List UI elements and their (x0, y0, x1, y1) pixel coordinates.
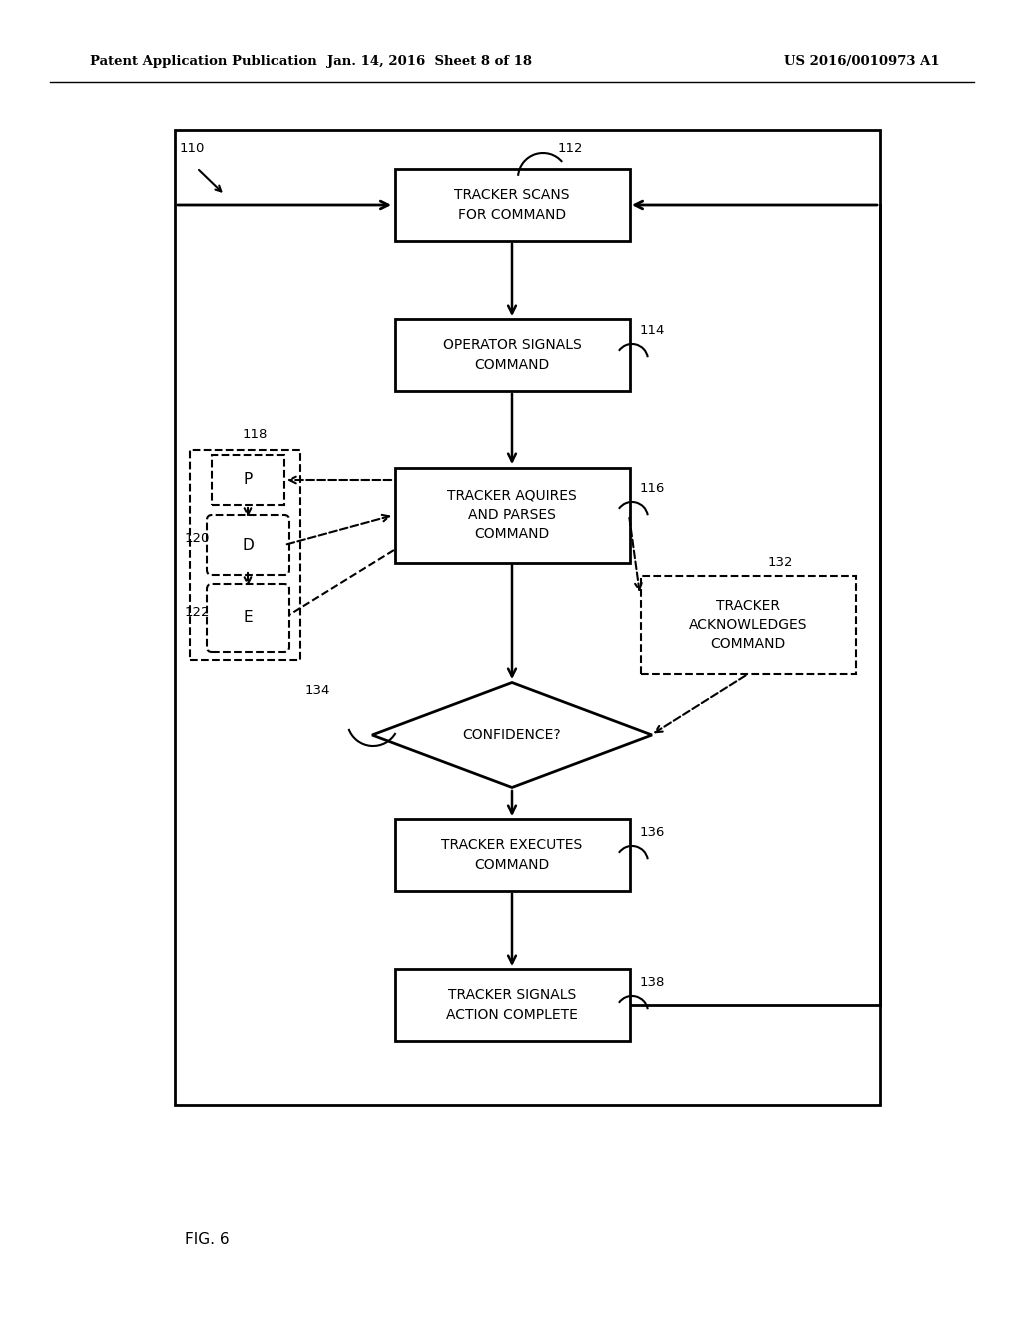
Bar (394, 818, 630, 891)
Text: CONFIDENCE?: CONFIDENCE? (463, 729, 561, 742)
Text: TRACKER SIGNALS
ACTION COMPLETE: TRACKER SIGNALS ACTION COMPLETE (446, 989, 578, 1022)
Text: D: D (242, 537, 254, 553)
Text: TRACKER EXECUTES
COMMAND: TRACKER EXECUTES COMMAND (441, 838, 583, 871)
Text: 112: 112 (558, 141, 584, 154)
Text: TRACKER SCANS
FOR COMMAND: TRACKER SCANS FOR COMMAND (455, 189, 569, 222)
Text: Jan. 14, 2016  Sheet 8 of 18: Jan. 14, 2016 Sheet 8 of 18 (328, 55, 532, 69)
Text: TRACKER
ACKNOWLEDGES
COMMAND: TRACKER ACKNOWLEDGES COMMAND (689, 598, 807, 652)
Text: 118: 118 (243, 429, 268, 441)
Bar (640, 576, 855, 675)
Text: 120: 120 (185, 532, 210, 544)
Bar (212, 455, 284, 506)
Text: US 2016/0010973 A1: US 2016/0010973 A1 (784, 55, 940, 69)
Bar (394, 969, 630, 1041)
Bar (394, 169, 630, 242)
Text: E: E (243, 610, 253, 626)
Text: Patent Application Publication: Patent Application Publication (90, 55, 316, 69)
Text: 136: 136 (640, 825, 666, 838)
Text: OPERATOR SIGNALS
COMMAND: OPERATOR SIGNALS COMMAND (442, 338, 582, 372)
Text: P: P (244, 473, 253, 487)
FancyBboxPatch shape (207, 515, 289, 576)
Text: 138: 138 (640, 975, 666, 989)
Text: FIG. 6: FIG. 6 (185, 1233, 229, 1247)
Bar (190, 450, 300, 660)
Text: TRACKER AQUIRES
AND PARSES
COMMAND: TRACKER AQUIRES AND PARSES COMMAND (447, 488, 577, 541)
Text: 134: 134 (305, 684, 331, 697)
Text: 110: 110 (180, 141, 206, 154)
Text: 114: 114 (640, 323, 666, 337)
Text: 132: 132 (768, 556, 794, 569)
Bar (394, 467, 630, 562)
Bar (394, 319, 630, 391)
Text: 116: 116 (640, 482, 666, 495)
Text: 122: 122 (185, 606, 211, 619)
Bar (175, 129, 880, 1105)
FancyBboxPatch shape (207, 583, 289, 652)
